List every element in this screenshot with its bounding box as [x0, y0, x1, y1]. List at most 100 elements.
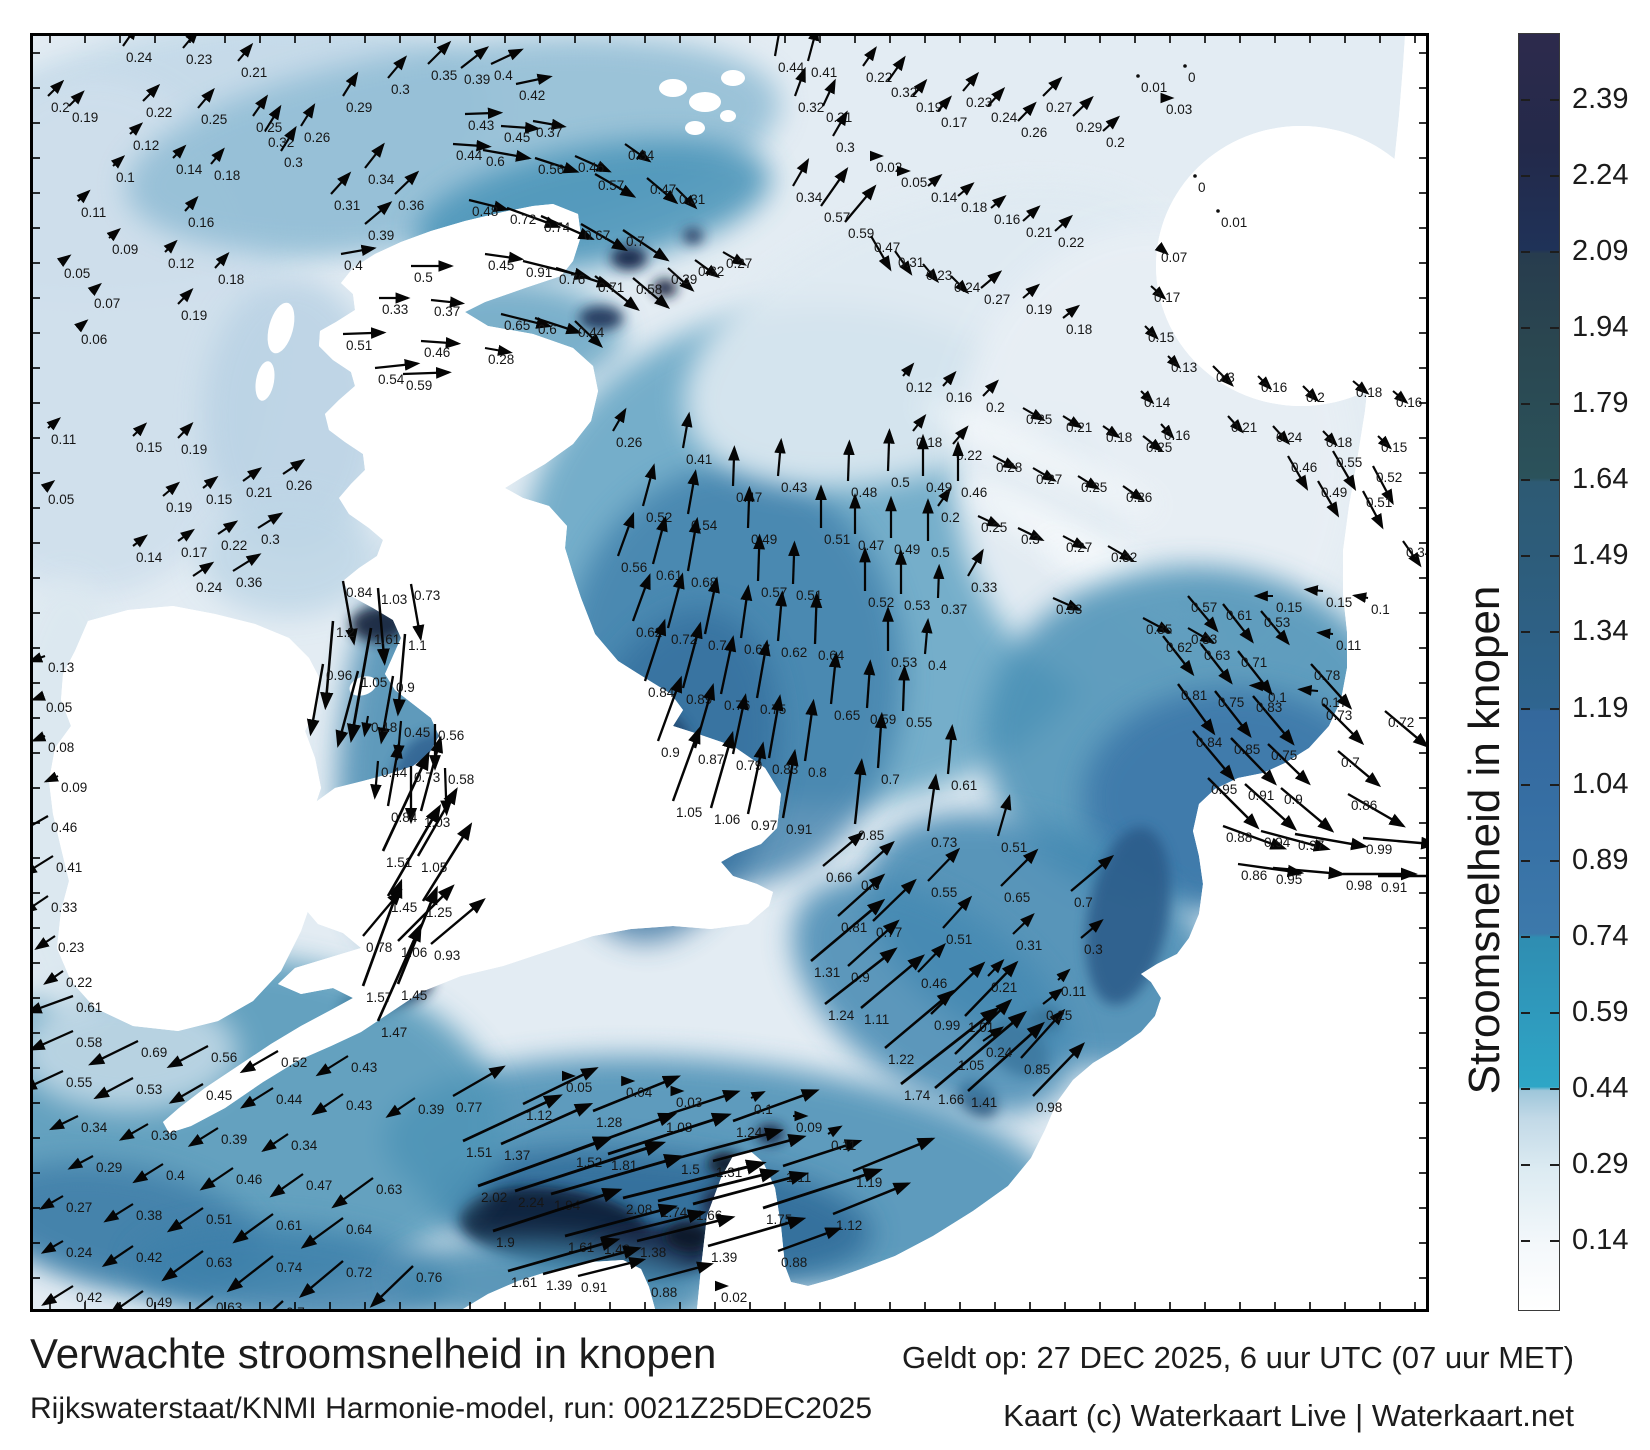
- current-vector-arrow: [1144, 325, 1159, 340]
- current-value-label: 0.91: [786, 822, 812, 837]
- page-title: Verwachte stroomsnelheid in knopen: [30, 1330, 717, 1377]
- current-vector-arrow: [47, 79, 65, 97]
- current-value-label: 0.53: [1264, 615, 1290, 630]
- current-vector-arrow: [226, 1255, 274, 1293]
- current-vector-arrow: [1384, 710, 1426, 749]
- colorbar-tick-mark: [1521, 327, 1530, 330]
- current-vector-arrow: [622, 229, 670, 262]
- current-value-label: 0.02: [721, 1290, 747, 1305]
- current-value-label: 0.17: [181, 545, 207, 560]
- colorbar-tick-mark: [1550, 1240, 1559, 1242]
- current-vector-arrow: [214, 251, 230, 269]
- current-value-label: 0.26: [286, 478, 312, 493]
- current-vector-arrow: [574, 320, 604, 349]
- current-vector-arrow: [261, 1133, 289, 1153]
- current-value-label: 0.58: [636, 282, 662, 297]
- current-value-label: 0.27: [1066, 540, 1092, 555]
- current-value-label: 0.75: [1218, 695, 1244, 710]
- current-value-label: 0.21: [991, 980, 1017, 995]
- colorbar-tick-mark: [1550, 859, 1559, 862]
- current-value-label: 0.51: [946, 932, 972, 947]
- current-value-label: 2.02: [481, 1190, 507, 1205]
- land-islands: [255, 70, 745, 696]
- current-vector-arrow: [803, 698, 818, 762]
- current-value-label: 0.16: [1396, 395, 1422, 410]
- current-vector-arrow: [1260, 610, 1290, 646]
- current-value-label: 0.91: [1248, 788, 1274, 803]
- current-vector-arrow: [385, 1097, 416, 1118]
- current-vector-arrow: [822, 78, 836, 107]
- current-value-label: 0.55: [1336, 455, 1362, 470]
- current-vector-arrow: [1362, 836, 1426, 850]
- current-value-label: 0.99: [934, 1018, 960, 1033]
- current-value-label: 0.28: [488, 352, 514, 367]
- current-vector-arrow: [1042, 987, 1064, 1005]
- colorbar-tick-mark: [1550, 1011, 1559, 1014]
- colorbar-tick-label: 0.74: [1572, 919, 1629, 952]
- current-vector-arrow: [239, 1087, 274, 1109]
- current-value-label: 0.57: [761, 585, 787, 600]
- current-vector-arrow: [712, 1134, 807, 1163]
- current-vector-arrow: [1032, 1042, 1086, 1097]
- current-value-label: 0.66: [826, 870, 852, 885]
- current-value-label: 0.56: [538, 162, 564, 177]
- current-value-label: 0.27: [66, 1200, 92, 1215]
- current-value-label: 0.53: [904, 598, 930, 613]
- current-value-label: 0.11: [1336, 638, 1361, 653]
- current-vector-arrow: [452, 1065, 506, 1098]
- current-value-label: 0.52: [868, 595, 894, 610]
- current-vector-arrow: [990, 194, 1007, 209]
- current-vector-arrow: [419, 735, 444, 812]
- current-value-label: 0.35: [1146, 622, 1172, 637]
- current-value-label: 0.06: [81, 332, 107, 347]
- current-value-label: 0.27: [984, 292, 1010, 307]
- current-value-label: 0.47: [650, 182, 676, 197]
- current-value-label: 1.45: [391, 900, 417, 915]
- current-vector-arrow: [937, 95, 953, 112]
- current-value-label: 0.88: [1226, 830, 1252, 845]
- current-value-label: 0.39: [221, 1132, 247, 1147]
- current-value-label: 1.22: [888, 1052, 914, 1067]
- current-value-label: 0.52: [1376, 470, 1402, 485]
- current-value-label: 0.42: [519, 88, 545, 103]
- current-vector-arrow: [982, 379, 999, 397]
- current-vector-arrow: [651, 515, 668, 565]
- current-value-label: 0.15: [1326, 595, 1352, 610]
- current-value-label: 0.3: [261, 532, 280, 547]
- current-vector-arrow: [746, 741, 767, 815]
- current-vector-arrow: [894, 250, 913, 276]
- current-vector-arrow: [202, 475, 219, 490]
- current-value-label: 1.03: [381, 592, 407, 607]
- current-vector-arrow: [342, 327, 387, 339]
- current-value-label: 0.72: [671, 632, 697, 647]
- current-vector-arrow: [464, 107, 504, 119]
- current-value-label: 0.53: [136, 1082, 162, 1097]
- current-value-label: 0.18: [916, 435, 942, 450]
- current-vector-arrow: [217, 520, 239, 535]
- current-value-label: 0.94: [1264, 835, 1291, 850]
- colorbar-tick-label: 2.09: [1572, 235, 1629, 268]
- current-vector-arrow: [996, 794, 1012, 837]
- current-vector-arrow: [681, 621, 703, 689]
- colorbar-tick-mark: [1521, 403, 1530, 406]
- current-value-label: 0.4: [928, 658, 947, 673]
- current-vector-arrow: [1287, 455, 1309, 491]
- current-vector-arrow: [964, 960, 1019, 1017]
- current-value-label: 0.18: [961, 200, 987, 215]
- current-vector-arrow: [1337, 750, 1382, 788]
- current-vector-arrow: [1351, 592, 1369, 603]
- current-value-label: 0.33: [1191, 632, 1217, 647]
- current-vector-arrow: [820, 167, 849, 207]
- current-value-label: 0.25: [1026, 412, 1052, 427]
- current-vector-arrow: [482, 148, 532, 162]
- current-value-label: 0.07: [94, 296, 120, 311]
- current-value-label: 0.11: [831, 1138, 856, 1153]
- current-vector-arrow: [43, 771, 59, 783]
- current-value-label: 0.58: [76, 1035, 102, 1050]
- current-value-label: 0.5: [891, 475, 910, 490]
- current-vector-arrow: [927, 173, 943, 188]
- colorbar-tick-label: 1.94: [1572, 311, 1629, 344]
- current-value-label: 0.74: [544, 220, 571, 235]
- current-value-label: 0.52: [281, 1055, 307, 1070]
- current-vector-arrow: [484, 344, 513, 356]
